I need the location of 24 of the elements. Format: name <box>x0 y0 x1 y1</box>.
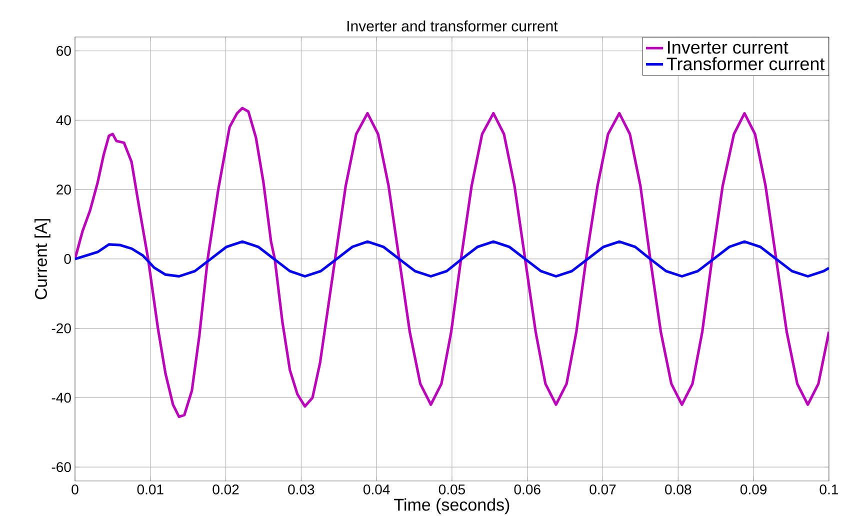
y-tick-label: 60 <box>56 46 71 56</box>
legend-label: Inverter current <box>668 41 788 54</box>
x-axis-title: Time (seconds) <box>394 498 510 514</box>
x-tick-label: 0.07 <box>590 484 616 494</box>
x-tick-label: 0.1 <box>820 484 838 494</box>
x-tick-label: 0.04 <box>364 484 390 494</box>
y-tick-label: -20 <box>52 323 71 334</box>
x-tick-label: 0.03 <box>288 484 314 494</box>
legend-label: Transformer current <box>666 57 825 70</box>
y-axis-title: Current [A] <box>34 219 50 300</box>
x-tick-label: 0.08 <box>665 484 692 494</box>
y-tick-label: 40 <box>56 115 71 126</box>
x-tick-label: 0.05 <box>438 484 465 494</box>
x-tick-label: 0.01 <box>137 484 164 494</box>
y-tick-label: 20 <box>56 184 71 195</box>
y-tick-label: -60 <box>52 462 71 472</box>
y-tick-label: 0 <box>64 254 71 264</box>
x-tick-label: 0.06 <box>514 484 540 494</box>
x-tick-label: 0 <box>72 484 78 494</box>
chart-title: Inverter and transformer current <box>347 20 558 32</box>
x-tick-label: 0.09 <box>740 484 766 494</box>
y-tick-label: -40 <box>52 392 71 403</box>
x-tick-label: 0.02 <box>212 484 239 494</box>
line-series <box>75 240 829 278</box>
